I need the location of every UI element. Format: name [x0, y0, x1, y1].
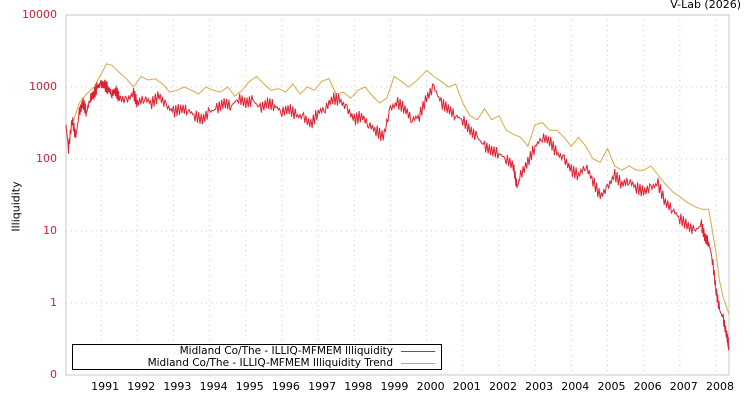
trend-series-line — [71, 63, 730, 315]
credit-label: V-Lab (2026) — [670, 0, 741, 11]
legend-label: Midland Co/The - ILLIQ-MFMEM Illiquidity — [179, 345, 393, 357]
legend-label: Midland Co/The - ILLIQ-MFMEM Illiquidity… — [147, 357, 393, 369]
legend: Midland Co/The - ILLIQ-MFMEM Illiquidity… — [72, 344, 442, 370]
x-tick-2004: 2004 — [561, 380, 590, 393]
plot-area — [65, 14, 730, 376]
y-tick-1000: 1000 — [29, 80, 57, 93]
y-tick-10000: 10000 — [22, 8, 57, 21]
y-tick-0: 0 — [50, 368, 57, 381]
x-tick-2005: 2005 — [597, 380, 626, 393]
y-tick-10: 10 — [43, 224, 57, 237]
x-tick-1994: 1994 — [199, 380, 228, 393]
legend-swatch-gold — [401, 362, 435, 364]
legend-item-trend: Midland Co/The - ILLIQ-MFMEM Illiquidity… — [148, 357, 435, 369]
y-axis-label: Illiquidity — [9, 181, 23, 232]
legend-swatch-red — [401, 350, 435, 352]
x-tick-1998: 1998 — [344, 380, 373, 393]
y-tick-1: 1 — [50, 296, 57, 309]
x-tick-1995: 1995 — [235, 380, 264, 393]
x-tick-1999: 1999 — [380, 380, 409, 393]
x-tick-1997: 1997 — [308, 380, 337, 393]
y-tick-100: 100 — [36, 152, 57, 165]
x-tick-2007: 2007 — [669, 380, 698, 393]
x-tick-2003: 2003 — [525, 380, 554, 393]
x-tick-2008: 2008 — [705, 380, 734, 393]
x-tick-2002: 2002 — [488, 380, 517, 393]
illiquidity-series-line — [65, 79, 730, 351]
x-tick-1992: 1992 — [127, 380, 156, 393]
x-tick-2006: 2006 — [633, 380, 662, 393]
x-tick-2001: 2001 — [452, 380, 481, 393]
x-tick-1996: 1996 — [271, 380, 300, 393]
grid-lines — [66, 15, 729, 375]
x-tick-1991: 1991 — [91, 380, 120, 393]
x-tick-1993: 1993 — [163, 380, 192, 393]
x-tick-2000: 2000 — [416, 380, 445, 393]
legend-item-illiquidity: Midland Co/The - ILLIQ-MFMEM Illiquidity — [180, 345, 435, 357]
